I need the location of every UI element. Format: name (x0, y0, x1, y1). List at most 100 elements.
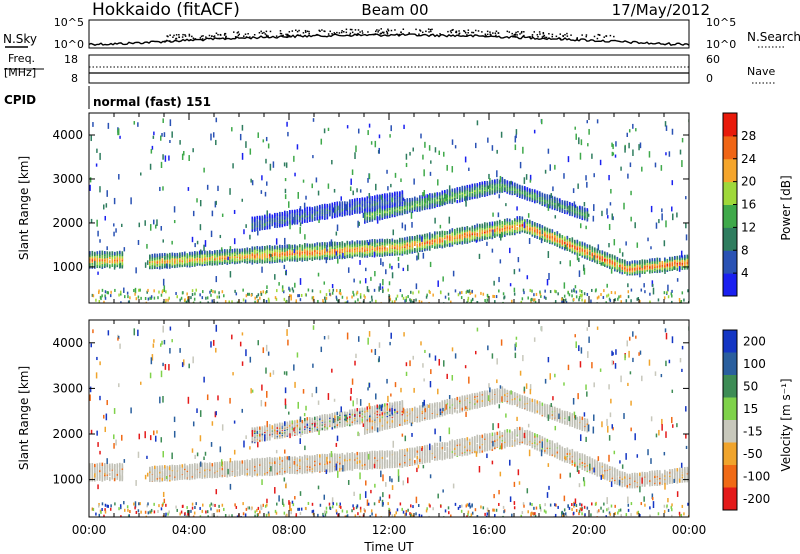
power-cell (201, 253, 204, 257)
power-cell (556, 232, 559, 237)
power-cell (421, 246, 424, 250)
power-cell (329, 256, 331, 261)
power-cell (101, 250, 104, 254)
power-cell (629, 270, 631, 275)
power-cell (201, 250, 204, 254)
noise-point (169, 40, 171, 42)
noise-point (245, 36, 248, 38)
noise-point (279, 32, 282, 35)
power-cell (324, 255, 326, 260)
power-cell (429, 203, 431, 207)
noise-left-tick-bottom: 10^0 (54, 38, 84, 51)
power-cell (546, 227, 549, 231)
noise-point (178, 36, 181, 39)
power-cell (511, 228, 514, 232)
power-cell (274, 255, 276, 259)
noise-point (304, 29, 307, 32)
power-cell (149, 262, 151, 266)
power-cell (369, 216, 371, 220)
power-cell (634, 272, 636, 276)
power-cell (456, 230, 459, 234)
power-cell (251, 221, 254, 226)
power-cell (429, 195, 431, 199)
power-cell (376, 194, 379, 198)
power-cell (401, 252, 404, 256)
power-cell (266, 254, 269, 259)
noise-point (172, 36, 174, 38)
power-cell (371, 245, 374, 249)
noise-point (430, 34, 432, 36)
power-cell (666, 258, 669, 263)
power-cell (389, 192, 391, 196)
power-cell (564, 209, 566, 213)
power-cell (289, 257, 291, 261)
noise-point (450, 31, 453, 34)
power-cell (516, 230, 519, 234)
power-cell (634, 261, 636, 266)
power-cell (254, 249, 256, 253)
power-cell (446, 230, 449, 235)
power-cell (321, 251, 324, 256)
power-cell (426, 235, 429, 239)
power-cell (291, 257, 294, 262)
power-cell (191, 251, 194, 255)
power-cell (439, 235, 441, 239)
power-cell (481, 223, 484, 227)
power-cell (449, 242, 451, 246)
power-cell (114, 251, 116, 256)
power-cell (356, 197, 359, 202)
power-cell (529, 219, 531, 223)
noise-point (345, 28, 348, 31)
power-cell (301, 214, 304, 218)
power-cell (361, 240, 364, 244)
power-cell (504, 233, 506, 237)
power-cell (109, 264, 111, 268)
power-cell (306, 216, 309, 220)
noise-point (489, 33, 492, 35)
power-cell (469, 227, 471, 231)
power-cell (439, 237, 441, 241)
power-cell (391, 252, 394, 256)
power-cell (346, 201, 349, 205)
power-cell (521, 216, 524, 220)
noise-point (512, 36, 514, 38)
power-cell (614, 264, 616, 268)
power-cell (461, 226, 464, 230)
power-cell (466, 230, 469, 234)
power-cell (301, 247, 304, 251)
power-cell (446, 197, 449, 201)
noise-point (492, 32, 494, 34)
power-cell (559, 198, 561, 202)
power-cell (424, 206, 426, 211)
power-cell (236, 248, 239, 252)
power-cell (274, 217, 276, 221)
power-cell (179, 257, 181, 261)
power-cell (604, 251, 606, 255)
noise-point (486, 33, 489, 36)
power-cell (421, 194, 424, 199)
noise-point (244, 33, 247, 35)
power-cell (99, 260, 101, 264)
power-cell (411, 197, 414, 201)
power-cell (309, 248, 311, 253)
power-cell (261, 220, 264, 225)
power-cell (469, 233, 471, 237)
power-cell (389, 245, 391, 249)
power-cell (446, 235, 449, 239)
power-cell (271, 214, 274, 218)
power-cell (434, 235, 436, 239)
power-cell (291, 244, 294, 249)
noise-point (536, 34, 539, 36)
noise-point (219, 33, 222, 36)
noise-point (489, 31, 491, 33)
power-cell (547, 251, 550, 258)
power-cell (259, 258, 261, 262)
power-cell (106, 258, 109, 263)
power-cell (451, 241, 454, 245)
power-cell (614, 258, 616, 262)
noise-point (318, 29, 320, 32)
noise-point (609, 34, 612, 37)
noise-point (298, 29, 300, 32)
power-cell (276, 255, 279, 259)
power-cell (179, 254, 181, 258)
